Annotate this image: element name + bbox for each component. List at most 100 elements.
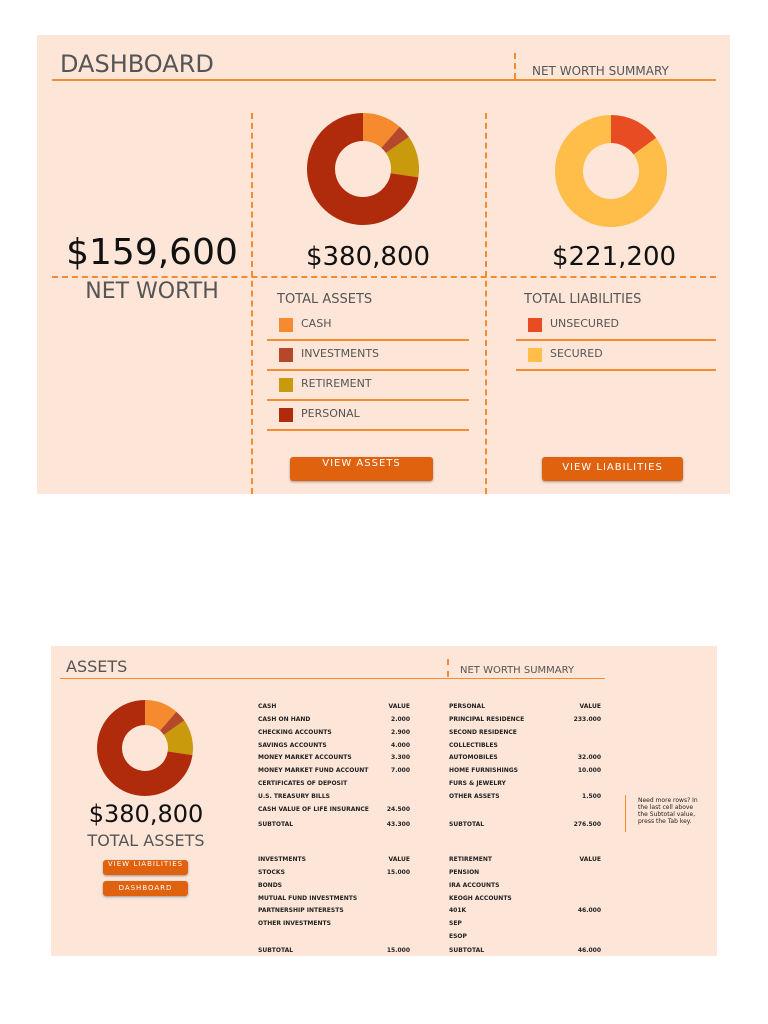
- cell-label: SUBTOTAL: [449, 821, 485, 828]
- donut-slice: [163, 720, 193, 756]
- cell-value: 233.000: [573, 716, 601, 723]
- divider: [447, 659, 449, 677]
- cell-label: SEP: [449, 920, 462, 928]
- donut-slice: [363, 113, 400, 148]
- cell-label: PARTNERSHIP INTERESTS: [258, 907, 344, 915]
- sheet-total: $380,800: [88, 800, 204, 828]
- donut-slice: [611, 115, 657, 155]
- cell-label: PERSONAL: [449, 703, 486, 710]
- legend-label: INVESTMENTS: [301, 347, 380, 360]
- cell-label: AUTOMOBILES: [449, 754, 498, 762]
- cell-value: 46.000: [577, 907, 601, 915]
- cell-label: CASH ON HAND: [258, 716, 311, 723]
- cell-label: 401K: [449, 907, 467, 915]
- liabilities-label: TOTAL LIABILITIES: [524, 292, 642, 307]
- cell-label: INVESTMENTS: [258, 856, 306, 863]
- donut-slice: [97, 700, 193, 796]
- net-worth-label: NET WORTH: [85, 279, 219, 304]
- cell-label: COLLECTIBLES: [449, 741, 498, 749]
- sheet-total-label: TOTAL ASSETS: [87, 831, 205, 850]
- legend-swatch: [279, 378, 293, 392]
- tab[interactable]: NET WORTH SUMMARY: [532, 64, 669, 78]
- rule: [52, 79, 716, 81]
- cell-label: RETIREMENT: [449, 856, 492, 863]
- donut-slice: [307, 113, 419, 226]
- legend-swatch: [528, 318, 542, 332]
- view-assets-button[interactable]: VIEW ASSETS: [290, 457, 433, 481]
- cell-value: VALUE: [579, 703, 601, 710]
- cell-value: 3.300: [391, 754, 410, 762]
- legend-label: RETIREMENT: [301, 377, 372, 390]
- cell-label: CASH VALUE OF LIFE INSURANCE: [258, 805, 369, 813]
- cell-value: 2.900: [391, 728, 410, 736]
- legend-label: CASH: [301, 317, 332, 330]
- donut-slice: [145, 700, 177, 731]
- cell-label: SUBTOTAL: [449, 947, 485, 954]
- legend-item: RETIREMENT: [267, 370, 469, 401]
- cell-value: VALUE: [388, 703, 410, 710]
- cell-value: 24.500: [386, 805, 410, 813]
- title: DASHBOARD: [60, 50, 214, 78]
- cell-label: SUBTOTAL: [258, 821, 294, 828]
- cell-label: IRA ACCOUNTS: [449, 881, 500, 889]
- cell-label: HOME FURNISHINGS: [449, 767, 518, 775]
- cell-value: 46.000: [577, 947, 601, 954]
- cell-label: U.S. TREASURY BILLS: [258, 792, 330, 800]
- cell-label: PRINCIPAL RESIDENCE: [449, 716, 525, 723]
- legend-swatch: [279, 318, 293, 332]
- cell-label: ESOP: [449, 933, 467, 940]
- view-liabilities-button[interactable]: VIEW LIABILITIES: [542, 457, 683, 481]
- divider: [485, 113, 487, 494]
- note: Need more rows? In the last cell above t…: [638, 797, 698, 825]
- sheet-title: ASSETS: [66, 657, 128, 676]
- donut-slice: [381, 126, 409, 153]
- cell-label: OTHER INVESTMENTS: [258, 920, 331, 928]
- cell-value: 4.000: [391, 741, 410, 749]
- cell-value: VALUE: [579, 856, 601, 863]
- dashboard-panel: [37, 35, 730, 494]
- legend-label: PERSONAL: [301, 407, 360, 420]
- cell-label: PENSION: [449, 869, 480, 876]
- divider: [251, 113, 253, 494]
- cell-label: FURS & JEWELRY: [449, 780, 506, 787]
- cell-value: 15.000: [386, 869, 410, 876]
- divider: [514, 53, 516, 79]
- cell-value: 15.000: [386, 947, 410, 954]
- cell-value: 10.000: [577, 767, 601, 775]
- assets-label: TOTAL ASSETS: [277, 292, 373, 307]
- legend-label: SECURED: [550, 347, 603, 360]
- cell-label: OTHER ASSETS: [449, 792, 500, 800]
- cell-label: CERTIFICATES OF DEPOSIT: [258, 780, 348, 787]
- cell-label: CASH: [258, 703, 277, 710]
- net-worth: $159,600: [66, 232, 238, 273]
- tab[interactable]: NET WORTH SUMMARY: [460, 665, 575, 676]
- legend-item: INVESTMENTS: [267, 340, 469, 371]
- cell-value: 43.300: [386, 821, 410, 828]
- donut-slice: [555, 115, 667, 227]
- cell-label: STOCKS: [258, 869, 285, 876]
- cell-value: 2.000: [391, 716, 410, 723]
- cell-label: MONEY MARKET FUND ACCOUNT: [258, 767, 369, 775]
- legend-swatch: [279, 348, 293, 362]
- cell-value: 7.000: [391, 767, 410, 775]
- legend-item: UNSECURED: [516, 310, 716, 341]
- legend-swatch: [279, 408, 293, 422]
- cell-label: KEOGH ACCOUNTS: [449, 894, 512, 902]
- cell-label: SAVINGS ACCOUNTS: [258, 741, 327, 749]
- cell-label: SUBTOTAL: [258, 947, 294, 954]
- donut-slice: [385, 136, 420, 178]
- cell-label: CHECKING ACCOUNTS: [258, 728, 332, 736]
- cell-value: VALUE: [388, 856, 410, 863]
- cell-label: SECOND RESIDENCE: [449, 728, 517, 736]
- legend-item: SECURED: [516, 340, 716, 371]
- assets-total: $380,800: [305, 242, 431, 272]
- legend-item: PERSONAL: [267, 400, 469, 431]
- dashboard-button[interactable]: DASHBOARD: [103, 881, 188, 896]
- legend-swatch: [528, 348, 542, 362]
- cell-label: MONEY MARKET ACCOUNTS: [258, 754, 352, 762]
- view-liabilities-button[interactable]: VIEW LIABILITIES: [103, 860, 188, 875]
- liabilities-total: $221,200: [551, 242, 677, 272]
- divider: [52, 276, 716, 278]
